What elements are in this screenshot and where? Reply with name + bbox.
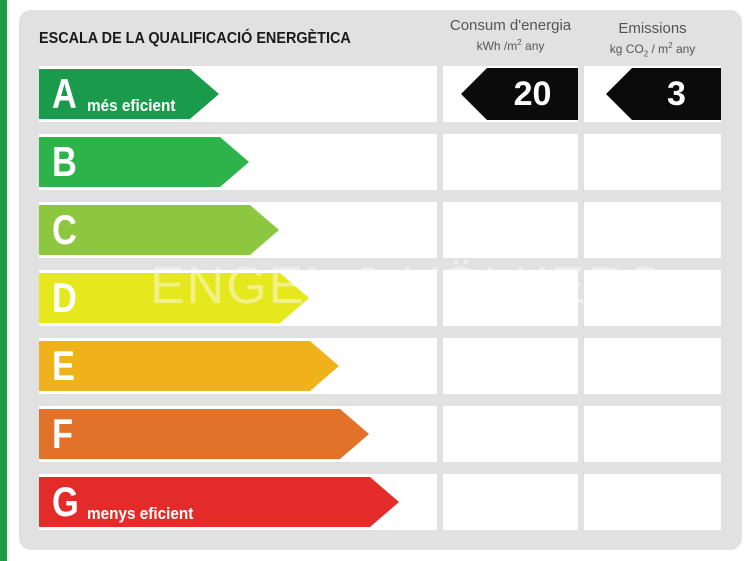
consumption-cell [443,202,578,258]
class-letter: C [52,206,77,253]
class-arrow-c: C [39,202,279,258]
consumption-rating-badge: 20 [461,66,578,122]
emissions-cell [584,406,721,462]
emissions-cell [584,338,721,394]
class-letter: F [52,410,74,457]
consumption-cell [443,270,578,326]
class-arrow-b: B [39,134,249,190]
emissions-cell [584,202,721,258]
consumption-cell [443,134,578,190]
consumption-cell [443,406,578,462]
class-arrow-f: F [39,406,369,462]
emissions-header-unit: kg CO2 / m2 any [609,41,696,59]
consumption-header: Consum d'energia kWh /m2 any [443,17,578,54]
consumption-cell [443,474,578,530]
class-letter: D [52,274,77,321]
class-arrow-d: D [39,270,309,326]
class-description: menys eficient [87,504,194,523]
consumption-value: 20 [513,74,552,113]
emissions-value: 3 [667,74,686,113]
watermark: ENGEL & VÖLKERS [150,257,664,315]
consumption-cell [443,338,578,394]
class-arrow-e: E [39,338,339,394]
emissions-cell [584,134,721,190]
consumption-header-title: Consum d'energia [449,17,572,34]
emissions-cell [584,474,721,530]
class-letter: B [52,138,77,185]
emissions-cell [584,270,721,326]
consumption-header-unit: kWh /m2 any [476,38,545,53]
class-letter: E [52,342,75,389]
class-description: més eficient [87,96,176,115]
class-letter: A [52,70,77,117]
class-letter: G [52,478,79,525]
emissions-header-title: Emissions [618,20,687,37]
accent-stripe [0,0,7,561]
scale-title: ESCALA DE LA QUALIFICACIÓ ENERGÈTICA [39,30,351,47]
emissions-rating-badge: 3 [606,66,721,122]
emissions-header: Emissions kg CO2 / m2 any [584,20,721,62]
